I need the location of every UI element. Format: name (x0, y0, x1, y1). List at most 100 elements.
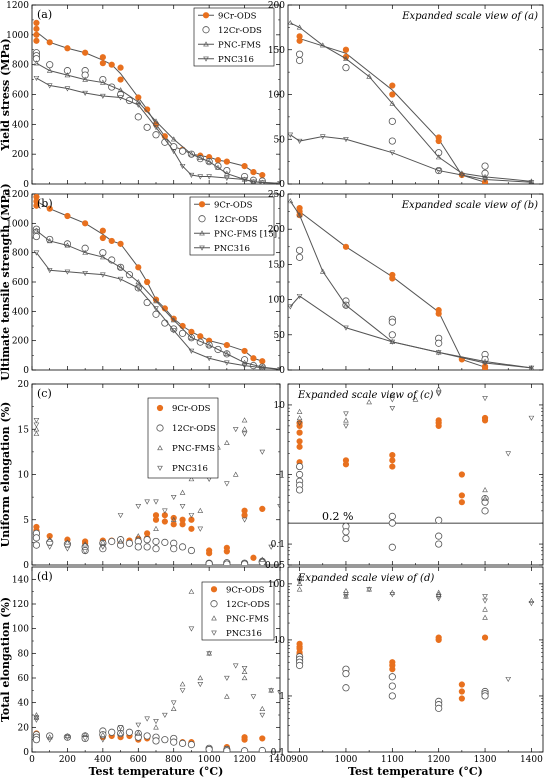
series-a-12cr-ods-point (63, 67, 72, 75)
series-c-exp-9cr-ods-point (296, 443, 303, 450)
series-d-pnc-fms-point (259, 705, 266, 711)
series-a-exp-pnc-fms-point (296, 24, 303, 30)
series-a-pnc-fms-point (117, 87, 124, 93)
series-c-pnc316-point (232, 427, 239, 433)
series-c-exp-pnc316-point (389, 405, 396, 412)
series-c-pnc-fms-point (188, 476, 195, 482)
plot-frame-d-exp (287, 566, 544, 753)
y-tick-label-c-exp: 0.05 (265, 561, 285, 571)
series-d-exp-9cr-ods-point (458, 688, 465, 695)
series-b-pnc316 (33, 250, 280, 370)
x-tick-label-d: 1200 (233, 755, 256, 765)
series-b-9cr-ods-point (99, 234, 106, 242)
series-a-exp-pnc-fms-point (343, 55, 349, 61)
series-d-12cr-ods-point (152, 737, 160, 745)
series-d-pnc316-point (170, 700, 177, 706)
series-a-12cr-ods-point (178, 147, 187, 155)
series-a-exp-pnc-fms-point (435, 154, 442, 160)
series-b-pnc-fms-15--point (153, 298, 159, 304)
series-c-exp-pnc316-point (343, 423, 349, 429)
series-b-pnc316-line (36, 252, 280, 370)
series-c-9cr-ods-point (179, 521, 186, 528)
series-d-pnc-fms-point (46, 734, 53, 740)
series-b-pnc-fms-15- (33, 227, 280, 370)
series-c-exp-12cr-ods-point (435, 532, 443, 540)
series-a-exp-pnc-fms-line (290, 22, 532, 182)
series-c-pnc-fms-point (82, 541, 88, 547)
series-b-pnc-fms-15--point (241, 359, 248, 365)
y-tick-label-d: 40 (18, 699, 30, 709)
plot-area-a-exp (288, 19, 535, 184)
series-d-pnc-fms-point (33, 712, 40, 718)
series-b-exp-pnc316 (288, 293, 535, 370)
series-a-pnc316-point (224, 175, 230, 181)
series-a-pnc316-point (153, 125, 159, 131)
series-a-exp-9cr-ods (296, 33, 489, 184)
series-c-9cr-ods-point (206, 550, 213, 557)
y-tick-label-b: 1200 (6, 190, 29, 200)
legend-label-a: 12Cr-ODS (218, 26, 262, 36)
series-c-pnc-fms-point (135, 533, 142, 539)
legend-a: 9Cr-ODS 12Cr-ODS PNC-FMS PNC316 (193, 7, 275, 67)
series-d-pnc316-point (135, 722, 142, 728)
series-c-exp-pnc316-point (505, 451, 512, 457)
series-c-exp-pnc316-point (528, 415, 535, 421)
series-c-exp-9cr-ods (296, 414, 489, 506)
series-d-pnc316-point (100, 737, 106, 743)
series-c-pnc316-point (224, 481, 230, 487)
series-d-pnc316-point (117, 725, 124, 731)
series-b-pnc-fms-15--point (206, 342, 212, 348)
series-a-pnc316-point (188, 172, 195, 178)
series-d-pnc316-point (232, 663, 239, 669)
series-a-pnc316 (33, 75, 280, 184)
series-a-9cr-ods-point (214, 157, 222, 164)
series-c-pnc316-point (241, 517, 248, 523)
series-a-12cr-ods-point (143, 123, 151, 131)
series-b-exp-9cr-ods-point (481, 364, 489, 370)
x-axis-label-d: Test temperature (°C) (89, 765, 224, 778)
series-a-pnc-fms-point (82, 76, 88, 82)
series-a-exp-9cr-ods-line (299, 38, 486, 183)
plot-area-d-exp (295, 574, 535, 712)
series-c-pnc316-point (144, 499, 150, 505)
series-a-exp-12cr-ods-point (295, 50, 304, 58)
series-d-pnc-fms-point (241, 668, 248, 674)
series-c-exp-9cr-ods-point (389, 463, 396, 470)
series-c-exp-pnc-fms-point (482, 495, 488, 501)
series-a-exp-pnc316-line (290, 134, 532, 183)
y-tick-label-a: 0 (23, 180, 29, 190)
y-tick-label-c-exp: 10 (274, 401, 286, 411)
y-tick-label-b: 400 (12, 307, 29, 317)
series-c-pnc-fms-point (241, 417, 248, 423)
panel-label-d: (d) (37, 570, 53, 583)
series-d-pnc316-point (144, 716, 150, 722)
x-tick-label-d: 800 (165, 755, 182, 765)
series-c-exp-pnc316 (296, 390, 535, 457)
series-b-pnc316-point (224, 360, 230, 366)
series-c-pnc316 (33, 418, 280, 555)
legend-marker-a (203, 41, 209, 47)
series-c-exp-12cr-ods-point (388, 543, 396, 551)
series-c-exp-12cr-ods-point (388, 512, 396, 520)
plot-area-b-exp (288, 198, 535, 370)
series-b-pnc-fms-15--point (46, 238, 53, 244)
plot-area-c-exp (295, 385, 535, 551)
series-c-9cr-ods-point (259, 505, 266, 512)
series-d-pnc-fms-point (170, 705, 177, 711)
series-c-exp-pnc-fms-point (482, 487, 488, 493)
series-a-exp-pnc316-point (288, 132, 294, 138)
series-c-exp-pnc316-point (296, 420, 303, 426)
legend-b: 9Cr-ODS 12Cr-ODS PNC-FMS [15] PNC316 (189, 196, 277, 256)
series-b-9cr-ods-point (117, 240, 124, 247)
y-tick-label-a-exp: 200 (268, 1, 285, 11)
panel-label-a: (a) (37, 8, 52, 21)
series-c-pnc316-point (179, 504, 186, 510)
y-axis-label-d: Total elongation (%) (0, 597, 12, 722)
series-b-exp-9cr-ods (296, 204, 489, 370)
series-c-exp-pnc-fms-point (389, 391, 396, 397)
series-c-12cr-ods-point (152, 545, 160, 553)
series-d-pnc316-point (162, 712, 168, 718)
series-c-pnc-fms-point (179, 489, 186, 495)
series-a-pnc316-point (170, 149, 177, 155)
series-b-9cr-ods-point (188, 328, 195, 335)
